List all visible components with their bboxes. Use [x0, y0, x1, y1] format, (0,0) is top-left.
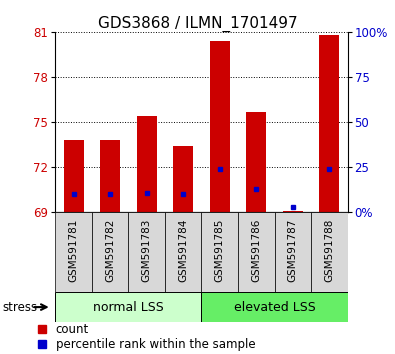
Bar	[246, 112, 266, 212]
Text: GSM591782: GSM591782	[105, 219, 115, 282]
Bar	[275, 212, 311, 292]
Text: GSM591786: GSM591786	[251, 219, 261, 282]
Bar	[173, 146, 193, 212]
Text: normal LSS: normal LSS	[93, 301, 164, 314]
Bar	[55, 292, 201, 322]
Text: percentile rank within the sample: percentile rank within the sample	[56, 338, 256, 351]
Bar	[64, 140, 84, 212]
Text: GSM591785: GSM591785	[215, 219, 225, 282]
Bar	[210, 41, 230, 212]
Bar	[283, 211, 303, 212]
Bar	[238, 212, 275, 292]
Text: elevated LSS: elevated LSS	[234, 301, 315, 314]
Text: GSM591784: GSM591784	[178, 219, 188, 282]
Bar	[311, 212, 348, 292]
Text: GSM591787: GSM591787	[288, 219, 298, 282]
Bar	[100, 140, 120, 212]
Bar	[165, 212, 201, 292]
Bar	[201, 212, 238, 292]
Bar	[55, 212, 92, 292]
Bar	[137, 116, 157, 212]
Text: GSM591781: GSM591781	[69, 219, 79, 282]
Text: GDS3868 / ILMN_1701497: GDS3868 / ILMN_1701497	[98, 16, 297, 32]
Text: GSM591783: GSM591783	[142, 219, 152, 282]
Bar	[319, 35, 339, 212]
Bar	[92, 212, 128, 292]
Text: GSM591788: GSM591788	[324, 219, 334, 282]
Text: count: count	[56, 323, 89, 336]
Bar	[201, 292, 348, 322]
Text: stress: stress	[2, 301, 37, 314]
Bar	[128, 212, 165, 292]
